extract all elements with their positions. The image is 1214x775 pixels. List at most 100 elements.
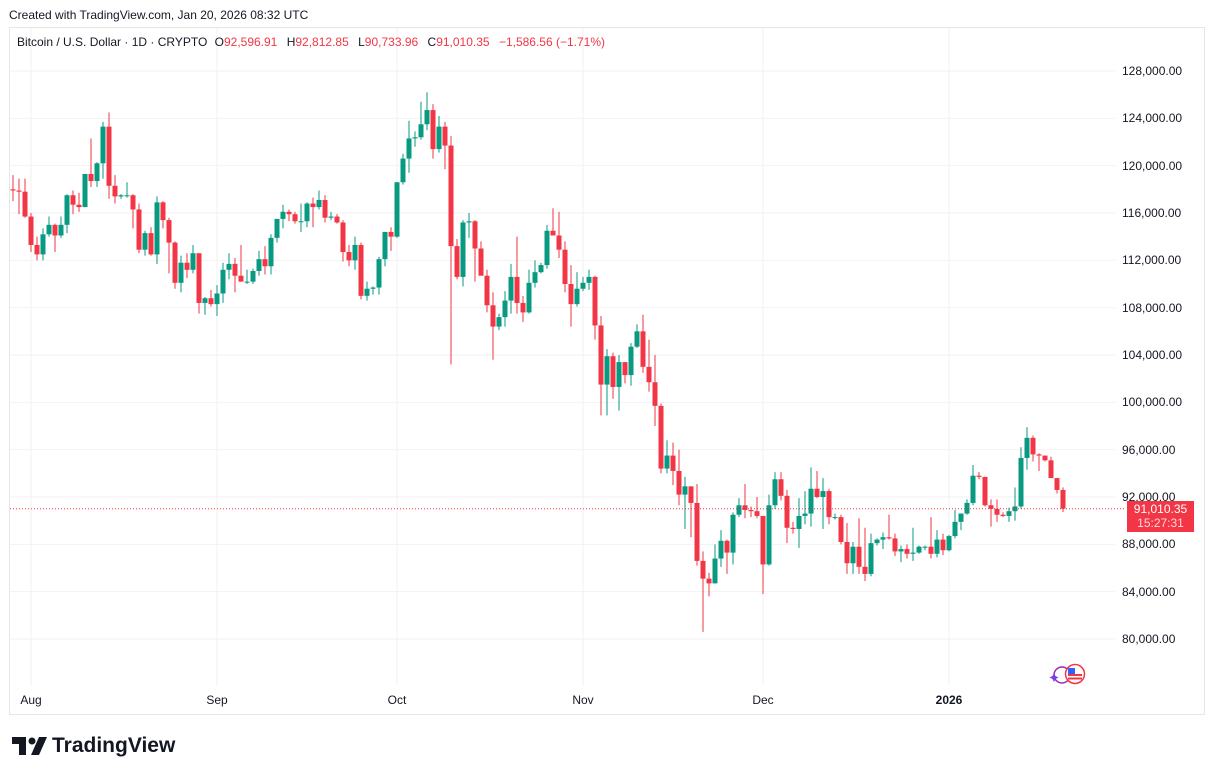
candle-up[interactable] [868,533,874,577]
candle-up[interactable] [250,268,256,284]
candle-up[interactable] [628,343,634,386]
candle-up[interactable] [574,272,580,307]
candle-down[interactable] [760,515,766,595]
candle-up[interactable] [1018,447,1024,509]
candle-down[interactable] [112,175,118,204]
symbol-title[interactable]: Bitcoin / U.S. Dollar · 1D · CRYPTO [17,35,208,49]
candle-up[interactable] [538,262,544,274]
candle-down[interactable] [292,211,298,224]
candle-down[interactable] [844,523,850,574]
candle-up[interactable] [850,541,856,574]
candle-down[interactable] [676,449,682,506]
candle-up[interactable] [1024,427,1030,470]
candle-up[interactable] [370,286,376,295]
candle-up[interactable] [298,203,304,232]
candle-down[interactable] [70,190,76,215]
candle-down[interactable] [184,253,190,279]
tradingview-logo[interactable]: TradingView [12,734,175,758]
candle-up[interactable] [532,260,538,288]
candle-up[interactable] [202,297,208,315]
candle-up[interactable] [634,324,640,348]
candle-up[interactable] [910,527,916,561]
candle-up[interactable] [178,255,184,293]
candle-down[interactable] [172,241,178,289]
candle-down[interactable] [1060,487,1066,512]
candle-down[interactable] [550,208,556,236]
candle-up[interactable] [64,194,70,234]
candle-up[interactable] [100,121,106,179]
candle-down[interactable] [754,497,760,519]
candle-down[interactable] [838,514,844,545]
candle-down[interactable] [670,442,676,486]
candle-down[interactable] [208,289,214,307]
candle-up[interactable] [124,182,130,198]
candle-up[interactable] [736,498,742,518]
candle-up[interactable] [412,131,418,147]
candle-down[interactable] [640,314,646,373]
candle-up[interactable] [730,512,736,565]
candle-down[interactable] [346,244,352,267]
candle-up[interactable] [268,234,274,275]
candle-down[interactable] [340,220,346,262]
candle-up[interactable] [376,256,382,295]
candle-down[interactable] [334,214,340,224]
candle-down[interactable] [622,362,628,384]
candle-up[interactable] [766,494,772,566]
candle-down[interactable] [976,472,982,480]
candle-down[interactable] [790,521,796,534]
candle-up[interactable] [604,349,610,416]
candle-down[interactable] [1054,478,1060,494]
candle-up[interactable] [712,544,718,584]
candle-down[interactable] [856,518,862,574]
candle-up[interactable] [460,220,466,287]
candle-up[interactable] [586,269,592,290]
candle-down[interactable] [994,499,1000,522]
candle-down[interactable] [646,339,652,392]
candle-down[interactable] [430,104,436,159]
candle-down[interactable] [28,213,34,253]
candle-down[interactable] [310,197,316,228]
candle-down[interactable] [988,499,994,527]
candle-down[interactable] [826,488,832,525]
candle-down[interactable] [322,195,328,223]
candle-down[interactable] [556,211,562,258]
us-flag-icon[interactable] [1064,663,1086,685]
candle-down[interactable] [490,292,496,360]
candle-up[interactable] [40,228,46,261]
candle-up[interactable] [1012,487,1018,521]
candle-up[interactable] [316,190,322,210]
candle-down[interactable] [52,223,58,253]
candle-down[interactable] [598,315,604,416]
candle-up[interactable] [922,545,928,551]
candle-down[interactable] [262,246,268,275]
candle-down[interactable] [568,265,574,327]
candle-down[interactable] [742,483,748,519]
candle-up[interactable] [502,291,508,327]
candle-down[interactable] [940,533,946,555]
candle-down[interactable] [238,244,244,282]
candle-down[interactable] [88,138,94,187]
candle-up[interactable] [226,253,232,280]
candle-up[interactable] [280,204,286,229]
candle-up[interactable] [718,530,724,567]
candle-up[interactable] [220,262,226,303]
candle-up[interactable] [424,92,430,131]
candle-down[interactable] [748,506,754,518]
candle-down[interactable] [904,544,910,559]
candle-up[interactable] [1006,507,1012,522]
candle-down[interactable] [784,489,790,544]
candle-up[interactable] [880,532,886,550]
candle-up[interactable] [970,465,976,506]
candle-up[interactable] [820,478,826,529]
candle-down[interactable] [388,227,394,251]
candle-up[interactable] [616,355,622,411]
candle-up[interactable] [154,196,160,264]
candle-up[interactable] [544,224,550,269]
candle-up[interactable] [526,269,532,314]
candle-up[interactable] [214,285,220,316]
candle-down[interactable] [982,476,988,507]
candle-down[interactable] [688,486,694,538]
candle-down[interactable] [778,472,784,501]
candle-up[interactable] [94,162,100,187]
candle-down[interactable] [892,533,898,557]
